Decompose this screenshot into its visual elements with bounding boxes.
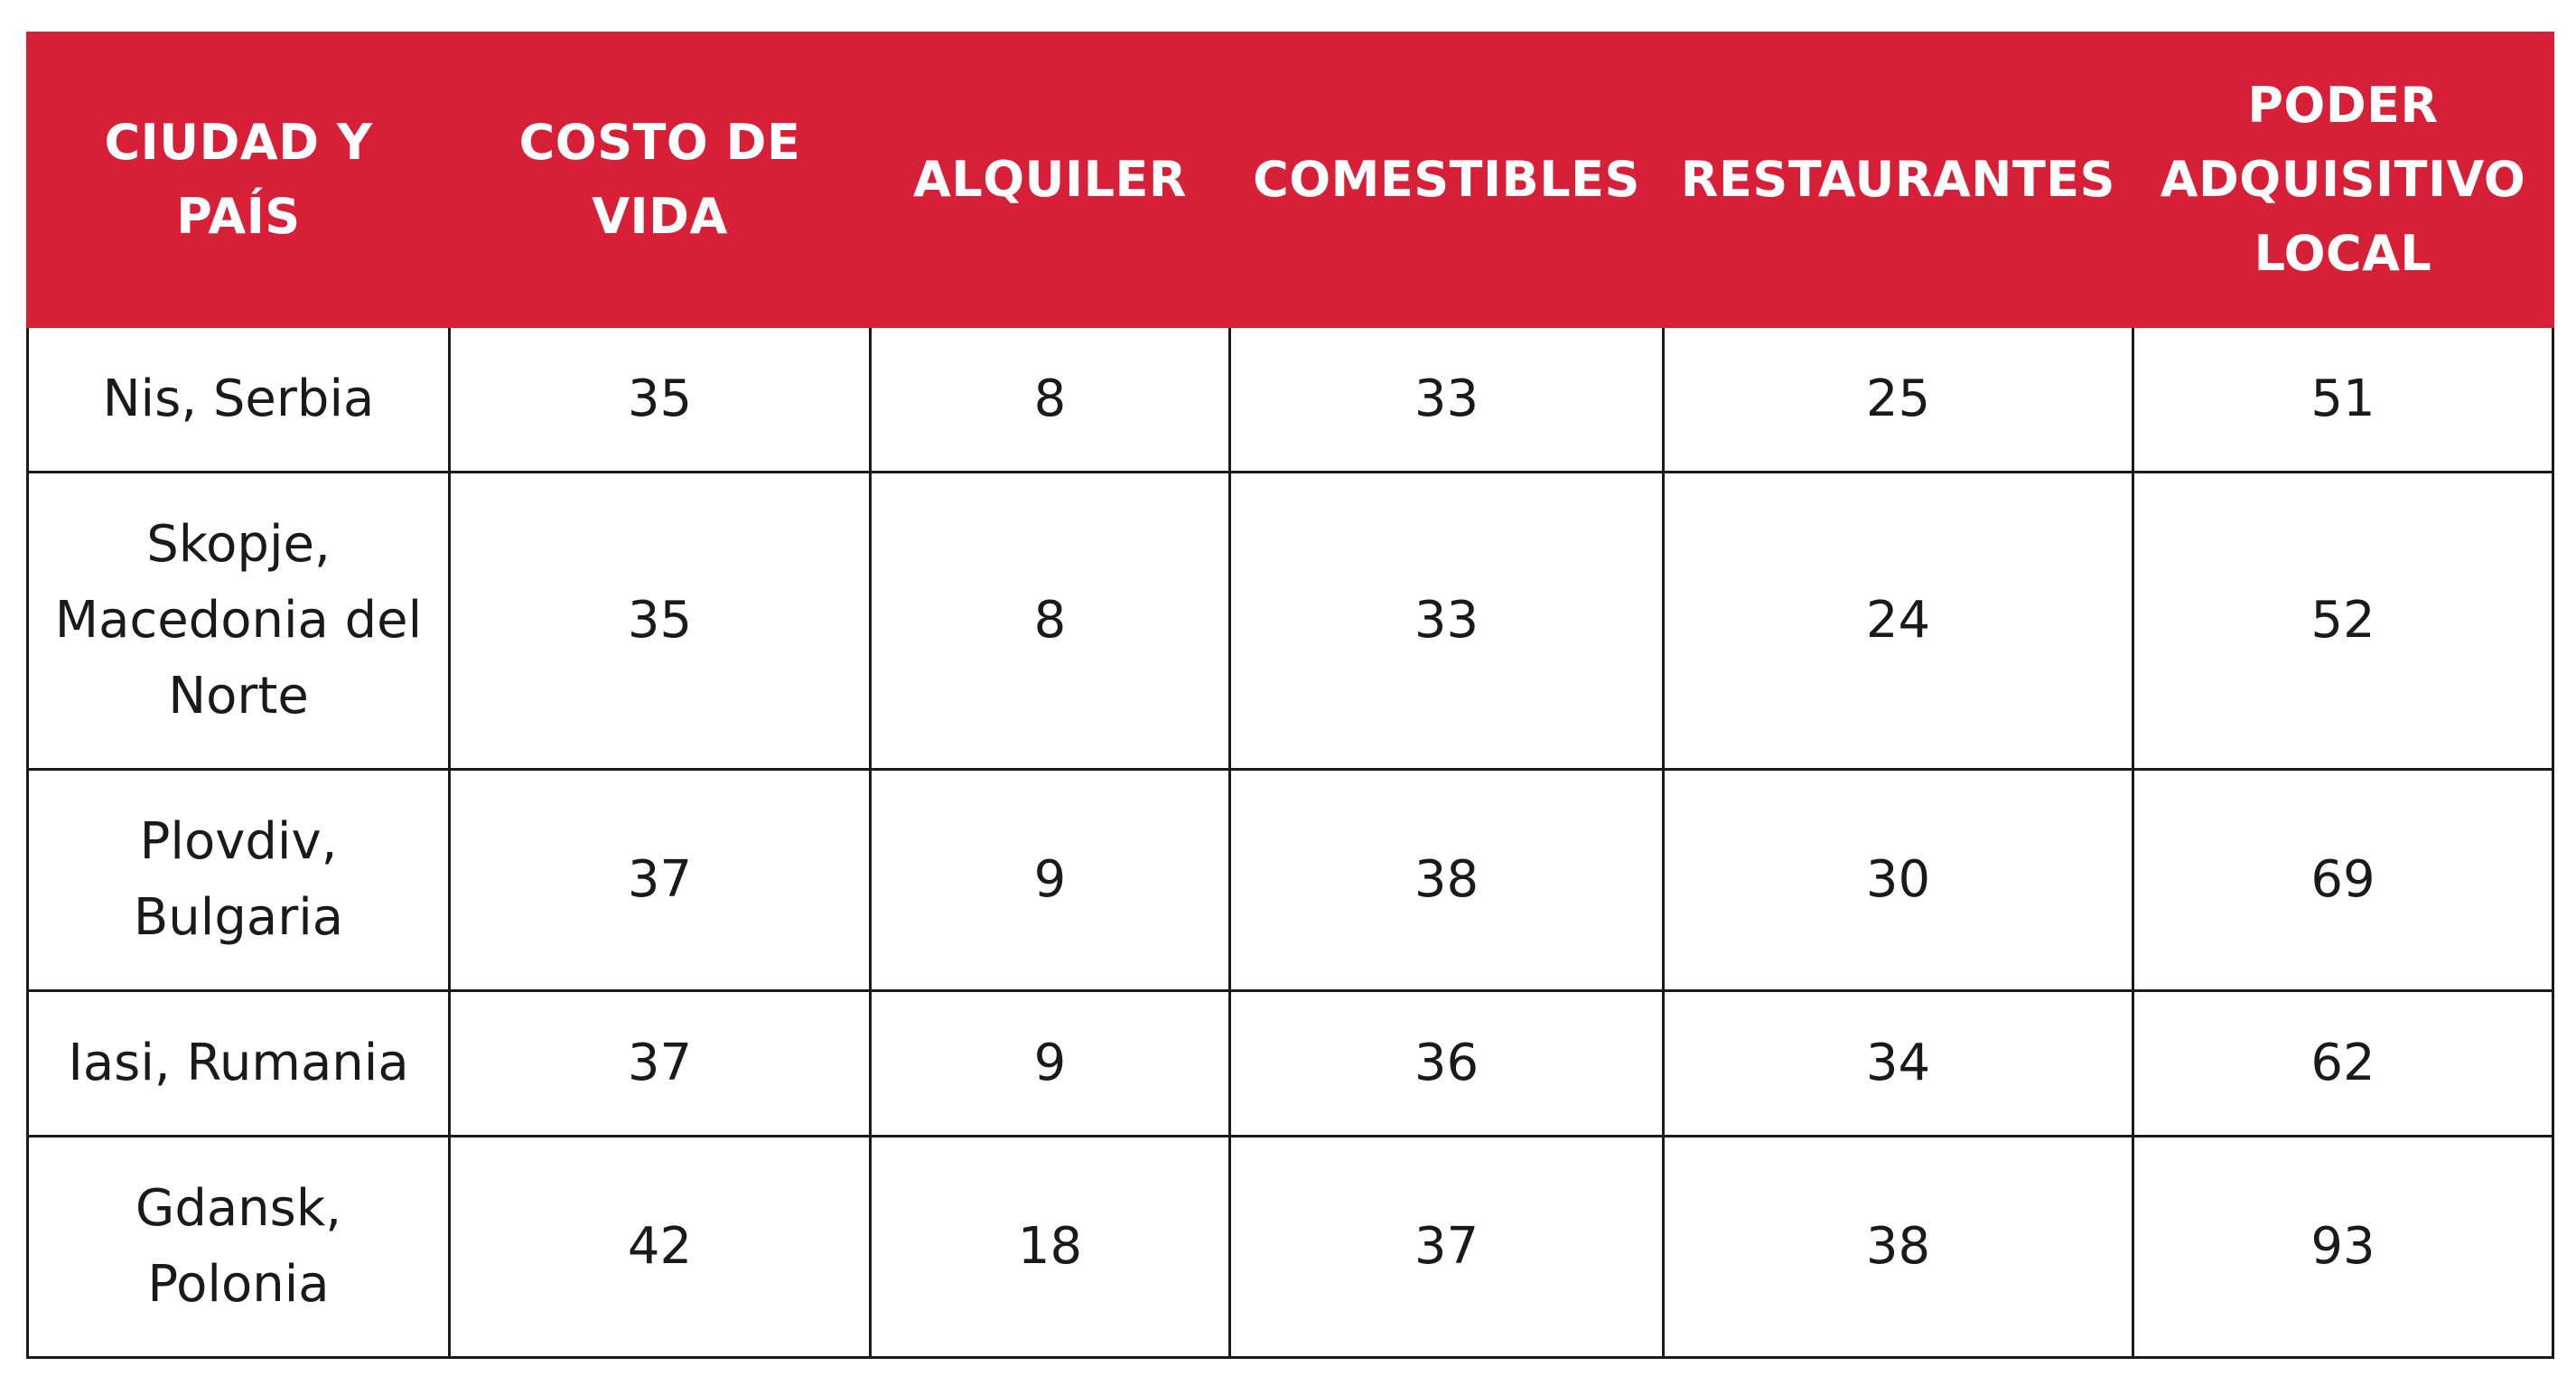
table-row: Nis, Serbia 35 8 33 25 51	[26, 325, 2554, 473]
table-header: CIUDAD Y PAÍS COSTO DE VIDA ALQUILER COM…	[26, 32, 2554, 328]
cell-purchasing-power: 52	[2132, 471, 2554, 771]
header-city-country: CIUDAD Y PAÍS	[26, 32, 451, 328]
cell-purchasing-power: 51	[2132, 325, 2554, 473]
table-body: Nis, Serbia 35 8 33 25 51 Skopje, Macedo…	[26, 325, 2554, 1359]
cost-of-living-table: CIUDAD Y PAÍS COSTO DE VIDA ALQUILER COM…	[26, 32, 2554, 1359]
header-row: CIUDAD Y PAÍS COSTO DE VIDA ALQUILER COM…	[26, 32, 2554, 328]
table-row: Plovdiv, Bulgaria 37 9 38 30 69	[26, 768, 2554, 992]
cell-restaurants: 25	[1662, 325, 2134, 473]
cell-cost-of-living: 35	[448, 325, 872, 473]
cell-groceries: 38	[1228, 768, 1665, 992]
cell-city: Plovdiv, Bulgaria	[26, 768, 451, 992]
table-row: Gdansk, Polonia 42 18 37 38 93	[26, 1135, 2554, 1359]
cell-city: Skopje, Macedonia del Norte	[26, 471, 451, 771]
cell-purchasing-power: 93	[2132, 1135, 2554, 1359]
cell-cost-of-living: 37	[448, 989, 872, 1138]
cell-purchasing-power: 62	[2132, 989, 2554, 1138]
cell-cost-of-living: 35	[448, 471, 872, 771]
cell-purchasing-power: 69	[2132, 768, 2554, 992]
header-restaurants: RESTAURANTES	[1662, 32, 2134, 328]
cell-city: Gdansk, Polonia	[26, 1135, 451, 1359]
header-cost-of-living: COSTO DE VIDA	[448, 32, 872, 328]
cell-restaurants: 34	[1662, 989, 2134, 1138]
header-rent: ALQUILER	[869, 32, 1231, 328]
cell-restaurants: 38	[1662, 1135, 2134, 1359]
cell-rent: 8	[869, 471, 1231, 771]
cell-groceries: 36	[1228, 989, 1665, 1138]
table-row: Skopje, Macedonia del Norte 35 8 33 24 5…	[26, 471, 2554, 771]
cell-rent: 18	[869, 1135, 1231, 1359]
cost-of-living-table-container: CIUDAD Y PAÍS COSTO DE VIDA ALQUILER COM…	[26, 32, 2554, 1359]
header-local-purchasing-power: PODER ADQUISITIVO LOCAL	[2132, 32, 2554, 328]
table-row: Iasi, Rumania 37 9 36 34 62	[26, 989, 2554, 1138]
cell-city: Iasi, Rumania	[26, 989, 451, 1138]
cell-restaurants: 30	[1662, 768, 2134, 992]
cell-rent: 8	[869, 325, 1231, 473]
cell-rent: 9	[869, 989, 1231, 1138]
header-groceries: COMESTIBLES	[1228, 32, 1665, 328]
cell-groceries: 37	[1228, 1135, 1665, 1359]
cell-rent: 9	[869, 768, 1231, 992]
cell-groceries: 33	[1228, 471, 1665, 771]
cell-restaurants: 24	[1662, 471, 2134, 771]
cell-cost-of-living: 37	[448, 768, 872, 992]
cell-city: Nis, Serbia	[26, 325, 451, 473]
cell-cost-of-living: 42	[448, 1135, 872, 1359]
cell-groceries: 33	[1228, 325, 1665, 473]
